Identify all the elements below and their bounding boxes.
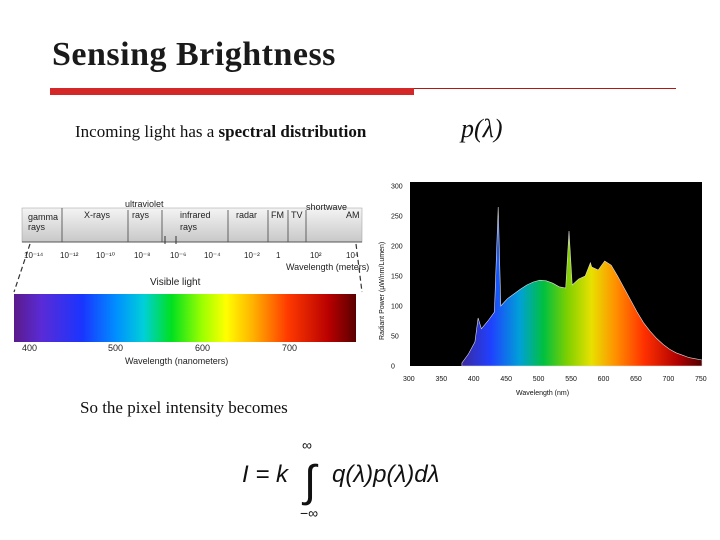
chart-y-label: Radiant Power (µW/nm/Lumen)	[379, 242, 386, 340]
chart-x-tick: 600	[598, 376, 610, 383]
intro-prefix: Incoming light has a	[75, 122, 219, 141]
chart-x-tick: 350	[435, 376, 447, 383]
chart-y-tick: 300	[391, 184, 403, 191]
chart-x-tick: 750	[695, 376, 707, 383]
band-label: rays	[132, 210, 150, 220]
em-tick-label: 10⁻²	[244, 251, 260, 260]
em-tick-label: 10⁻¹⁰	[96, 251, 115, 260]
band-label: gamma	[28, 212, 58, 222]
chart-x-tick: 650	[630, 376, 642, 383]
slide-title: Sensing Brightness	[52, 36, 336, 73]
intensity-text: So the pixel intensity becomes	[80, 398, 288, 417]
chart-y-tick: 0	[391, 364, 395, 371]
band-label: radar	[236, 210, 257, 220]
visible-tick-label: 400	[22, 343, 37, 353]
em-tick-label: 10⁻⁶	[170, 251, 186, 260]
em-tick-label: 10⁴	[346, 251, 359, 260]
visible-light-label: Visible light	[150, 277, 201, 288]
title-underline-bar	[50, 88, 414, 95]
chart-y-tick: 50	[391, 334, 399, 341]
visible-tick-label: 500	[108, 343, 123, 353]
band-label: rays	[28, 222, 46, 232]
equation-lower-limit: −∞	[300, 505, 318, 521]
equation-integral: ∫	[301, 457, 319, 506]
equation-lhs: I = k	[242, 461, 290, 488]
visible-tick-label: 600	[195, 343, 210, 353]
visible-tick-label: 700	[282, 343, 297, 353]
chart-y-tick: 200	[391, 244, 403, 251]
spectral-symbol: p(λ)	[461, 114, 503, 143]
band-label: AM	[346, 210, 360, 220]
equation-integrand: q(λ)p(λ)dλ	[332, 461, 439, 488]
em-tick-label: 10²	[310, 251, 322, 260]
visible-spectrum-bar	[14, 294, 356, 342]
equation-upper-limit: ∞	[302, 437, 312, 453]
wavelength-meters-label: Wavelength (meters)	[286, 262, 369, 272]
chart-y-tick: 100	[391, 304, 403, 311]
em-band-bar	[21, 207, 363, 243]
wavelength-nm-label: Wavelength (nanometers)	[125, 356, 228, 366]
em-tick-label: 10⁻¹⁴	[24, 251, 44, 260]
band-label: X-rays	[84, 210, 111, 220]
band-label: ultraviolet	[125, 199, 164, 209]
chart-x-tick: 400	[468, 376, 480, 383]
title-underline-line	[414, 88, 676, 89]
chart-y-tick: 250	[391, 214, 403, 221]
chart-y-tick: 150	[391, 274, 403, 281]
chart-x-tick: 550	[565, 376, 577, 383]
intro-text: Incoming light has a spectral distributi…	[75, 122, 366, 142]
em-tick-label: 10⁻⁸	[134, 251, 151, 260]
band-label: TV	[291, 210, 303, 220]
band-label: shortwave	[306, 202, 347, 212]
band-label: rays	[180, 222, 198, 232]
spectrum-area	[461, 206, 703, 367]
intro-bold: spectral distribution	[218, 122, 367, 141]
em-tick-label: 10⁻⁴	[204, 251, 221, 260]
em-tick-label: 1	[276, 251, 281, 260]
chart-x-label: Wavelength (nm)	[516, 390, 569, 397]
band-label: infrared	[180, 210, 211, 220]
chart-x-tick: 300	[403, 376, 415, 383]
chart-x-tick: 700	[663, 376, 675, 383]
chart-x-tick: 450	[500, 376, 512, 383]
band-label: FM	[271, 210, 284, 220]
chart-x-tick: 500	[533, 376, 545, 383]
em-tick-label: 10⁻¹²	[60, 251, 79, 260]
intensity-equation: I = k ∞ ∫ −∞ q(λ)p(λ)dλ	[242, 437, 439, 521]
